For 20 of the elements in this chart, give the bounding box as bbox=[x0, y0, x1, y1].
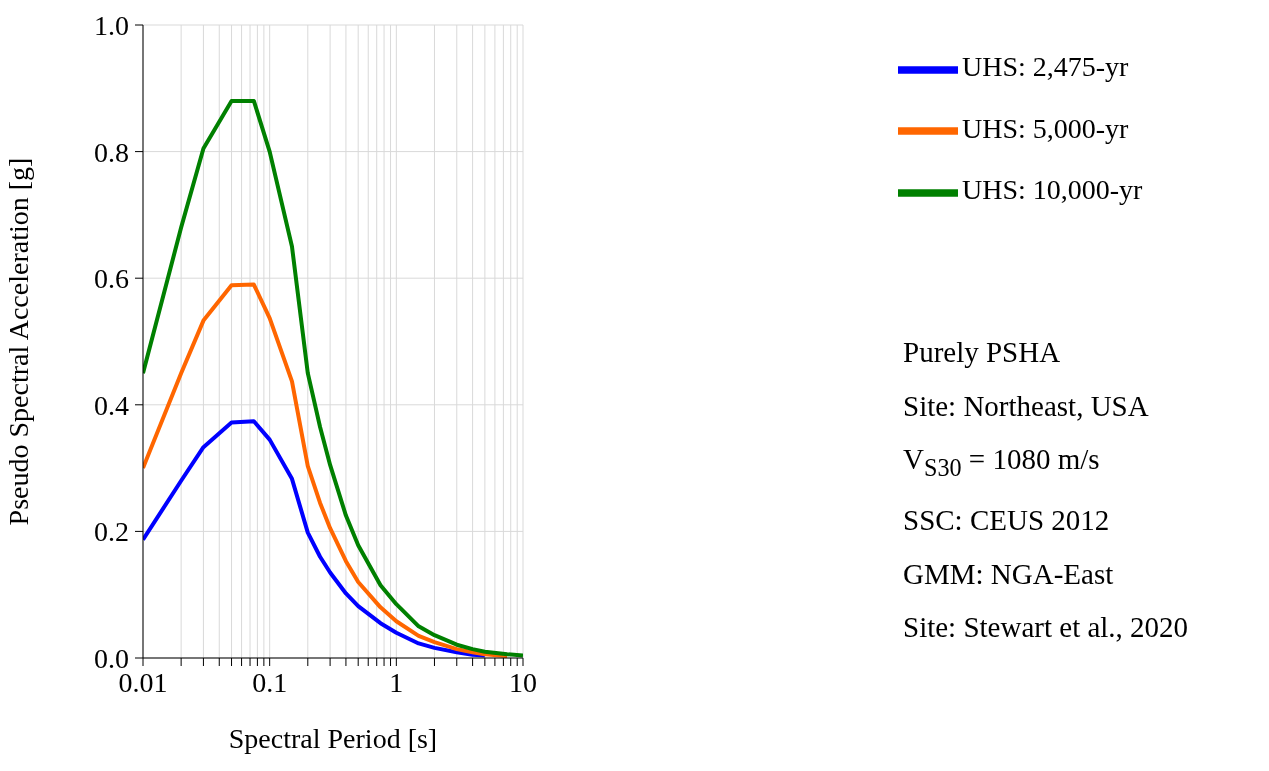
y-tick-label: 0.6 bbox=[94, 263, 129, 295]
x-tick-label: 10 bbox=[509, 666, 537, 698]
x-tick-label: 0.1 bbox=[252, 666, 288, 698]
text: Site: Northeast, USA bbox=[903, 388, 1150, 424]
legend-label: UHS: 5,000-yr bbox=[962, 112, 1129, 144]
text: Purely PSHA bbox=[903, 335, 1062, 370]
x-axis-title: Spectral Period [s] bbox=[228, 723, 438, 754]
y-tick-label: 1.0 bbox=[94, 9, 129, 41]
text: V$_{S30}$ = 1080 m/s bbox=[903, 442, 1101, 483]
legend-label: UHS: 10,000-yr bbox=[962, 174, 1143, 206]
y-tick-label: 0.4 bbox=[94, 389, 129, 421]
y-tick-label: 0.2 bbox=[94, 516, 129, 548]
y-tick-label: 0.0 bbox=[94, 642, 129, 674]
text: Site: Stewart et al., 2020 bbox=[903, 610, 1189, 646]
y-axis-title: Pseudo Spectral Acceleration [g] bbox=[2, 157, 34, 526]
text: SSC: CEUS 2012 bbox=[903, 503, 1111, 539]
text: GMM: NGA-East bbox=[903, 556, 1115, 592]
y-tick-label: 0.8 bbox=[94, 136, 129, 168]
legend-label: UHS: 2,475-yr bbox=[962, 51, 1129, 82]
x-tick-label: 1 bbox=[389, 666, 404, 698]
